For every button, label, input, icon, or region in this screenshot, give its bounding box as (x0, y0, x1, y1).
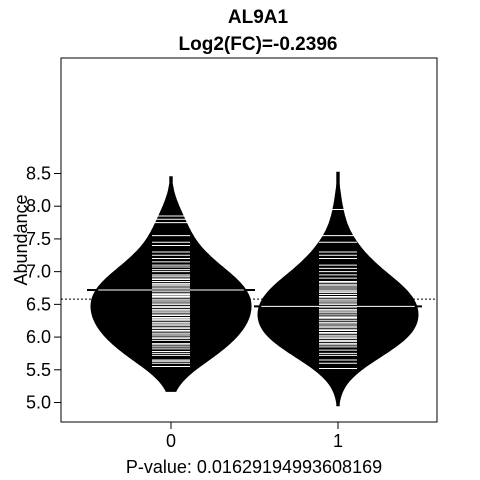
x-tick-label: 1 (333, 431, 343, 451)
y-axis-label: Abundance (11, 194, 31, 285)
y-tick-label: 6.5 (26, 294, 51, 314)
bean-group-0 (87, 176, 255, 392)
y-tick-label: 8.0 (26, 196, 51, 216)
y-axis: 5.0 5.5 6.0 6.5 7.0 7.5 8.0 8.5 (26, 163, 62, 413)
bean-density-0 (90, 176, 252, 392)
y-tick-label: 5.0 (26, 393, 51, 413)
bean-layer (61, 171, 437, 407)
y-tick-label: 7.5 (26, 229, 51, 249)
y-tick-label: 8.5 (26, 163, 51, 183)
x-tick-label: 0 (166, 431, 176, 451)
y-tick-label: 6.0 (26, 327, 51, 347)
bean-density-1 (257, 171, 419, 407)
plot-frame (60, 57, 438, 423)
chart-title: AL9A1 (228, 7, 289, 28)
chart-subtitle: Log2(FC)=-0.2396 (179, 34, 338, 55)
y-tick-label: 7.0 (26, 262, 51, 282)
bean-group-1 (254, 171, 422, 407)
y-tick-label: 5.5 (26, 360, 51, 380)
x-axis-label: P-value: 0.01629194993608169 (126, 457, 382, 477)
